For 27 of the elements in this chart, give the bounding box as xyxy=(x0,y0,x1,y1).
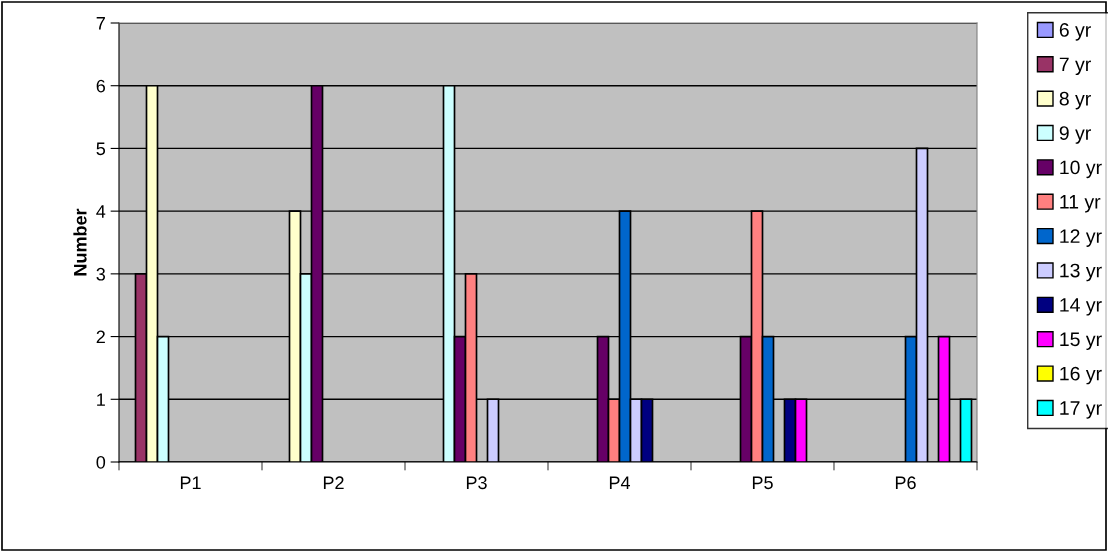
legend-label: 12 yr xyxy=(1060,229,1102,247)
legend-label: 13 yr xyxy=(1060,263,1102,282)
y-tick-label: 4 xyxy=(96,205,106,218)
legend-label: 11 yr xyxy=(1060,195,1101,213)
y-tick-label: 0 xyxy=(96,455,106,469)
legend-label: 10 yr xyxy=(1060,160,1102,179)
legend-label: 6 yr xyxy=(1059,23,1091,41)
y-tick-label: 6 xyxy=(96,79,106,93)
y-tick-label: 7 xyxy=(96,17,105,30)
legend-label: 14 yr xyxy=(1060,298,1102,316)
legend-label: 17 yr xyxy=(1060,401,1102,419)
y-tick-label: 5 xyxy=(96,142,106,156)
x-tick-label: P6 xyxy=(895,476,916,490)
x-tick-label: P2 xyxy=(323,476,344,489)
legend-label: 15 yr xyxy=(1060,332,1102,350)
y-tick-label: 2 xyxy=(96,330,105,344)
y-axis-title: Number xyxy=(73,208,87,276)
legend-label: 9 yr xyxy=(1059,126,1091,144)
legend-label: 8 yr xyxy=(1059,91,1091,110)
y-tick-label: 3 xyxy=(96,267,106,281)
y-tick-label: 1 xyxy=(97,393,105,406)
x-tick-label: P3 xyxy=(466,476,487,490)
legend-label: 16 yr xyxy=(1060,366,1102,385)
x-tick-label: P5 xyxy=(752,476,773,490)
x-tick-label: P1 xyxy=(180,476,201,489)
legend-label: 7 yr xyxy=(1059,57,1091,76)
x-tick-label: P4 xyxy=(609,476,631,489)
